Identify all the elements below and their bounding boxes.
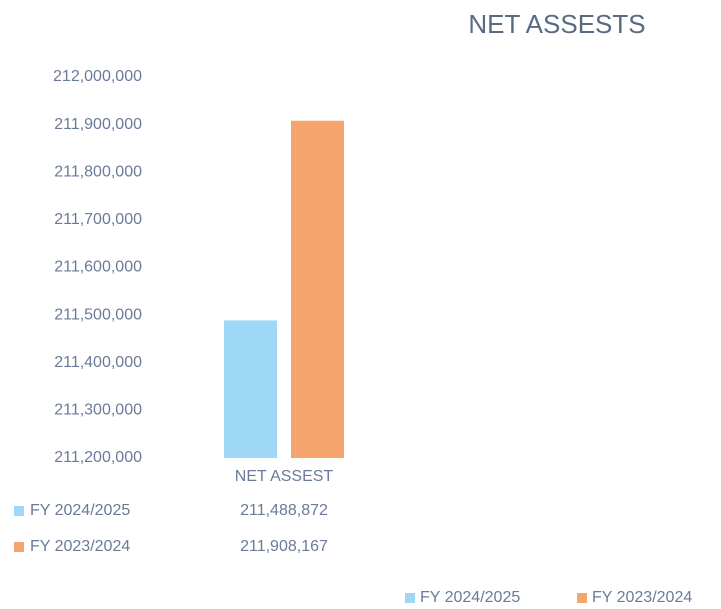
legend-label: FY 2023/2024 bbox=[592, 589, 692, 606]
chart-title: NET ASSESTS bbox=[468, 9, 645, 39]
legend-swatch bbox=[405, 593, 415, 603]
legend-swatch bbox=[577, 593, 587, 603]
y-tick-label: 211,700,000 bbox=[54, 211, 142, 228]
table-value: 211,908,167 bbox=[240, 538, 328, 555]
y-tick-label: 211,300,000 bbox=[54, 402, 142, 419]
bar bbox=[291, 120, 344, 458]
legend-label: FY 2024/2025 bbox=[420, 589, 520, 606]
bar bbox=[224, 320, 277, 458]
table-value: 211,488,872 bbox=[240, 502, 328, 519]
y-tick-label: 211,500,000 bbox=[54, 306, 142, 323]
table-swatch bbox=[14, 542, 24, 552]
y-tick-label: 211,600,000 bbox=[54, 259, 142, 276]
table-series-name: FY 2024/2025 bbox=[30, 502, 130, 519]
table-swatch bbox=[14, 506, 24, 516]
y-tick-label: 211,400,000 bbox=[54, 354, 142, 371]
table-series-name: FY 2023/2024 bbox=[30, 538, 130, 555]
y-tick-label: 211,200,000 bbox=[54, 449, 142, 466]
y-tick-label: 211,900,000 bbox=[54, 116, 142, 133]
x-tick-label: NET ASSEST bbox=[235, 468, 334, 485]
y-tick-label: 212,000,000 bbox=[53, 68, 142, 85]
y-tick-label: 211,800,000 bbox=[54, 163, 142, 180]
